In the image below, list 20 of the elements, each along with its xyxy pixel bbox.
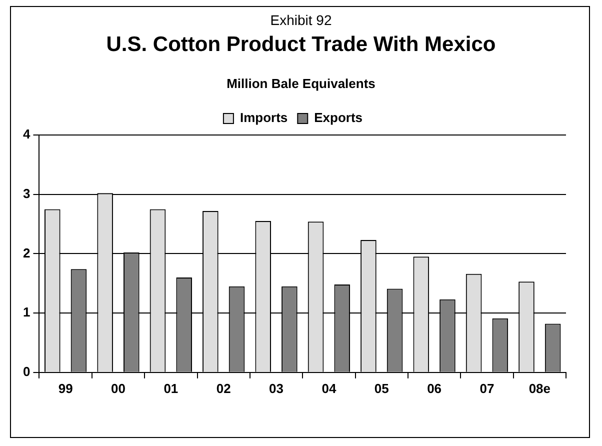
x-tick-label: 99 [58, 380, 73, 396]
legend-label: Imports [240, 110, 288, 126]
x-tick-label: 01 [164, 380, 178, 396]
x-tick-label: 08e [528, 380, 551, 396]
y-tick-label: 0 [22, 364, 30, 379]
y-tick-label: 4 [22, 126, 31, 142]
y-tick-label: 3 [22, 186, 30, 201]
chart-title: U.S. Cotton Product Trade With Mexico [105, 33, 497, 57]
legend-label: Exports [314, 110, 363, 126]
x-tick-label: 04 [322, 380, 337, 396]
text: Exhibit 92 [269, 12, 333, 28]
x-tick-label: 05 [374, 380, 389, 396]
x-tick-label: 02 [216, 380, 231, 396]
x-tick-label: 07 [480, 380, 494, 396]
y-tick-label: 1 [22, 304, 30, 320]
y-tick-label: 2 [22, 245, 30, 260]
chart-subtitle: Million Bale Equivalents [226, 76, 376, 91]
x-tick-label: 00 [111, 380, 126, 396]
x-tick-label: 06 [427, 380, 442, 396]
x-tick-label: 03 [269, 380, 284, 396]
